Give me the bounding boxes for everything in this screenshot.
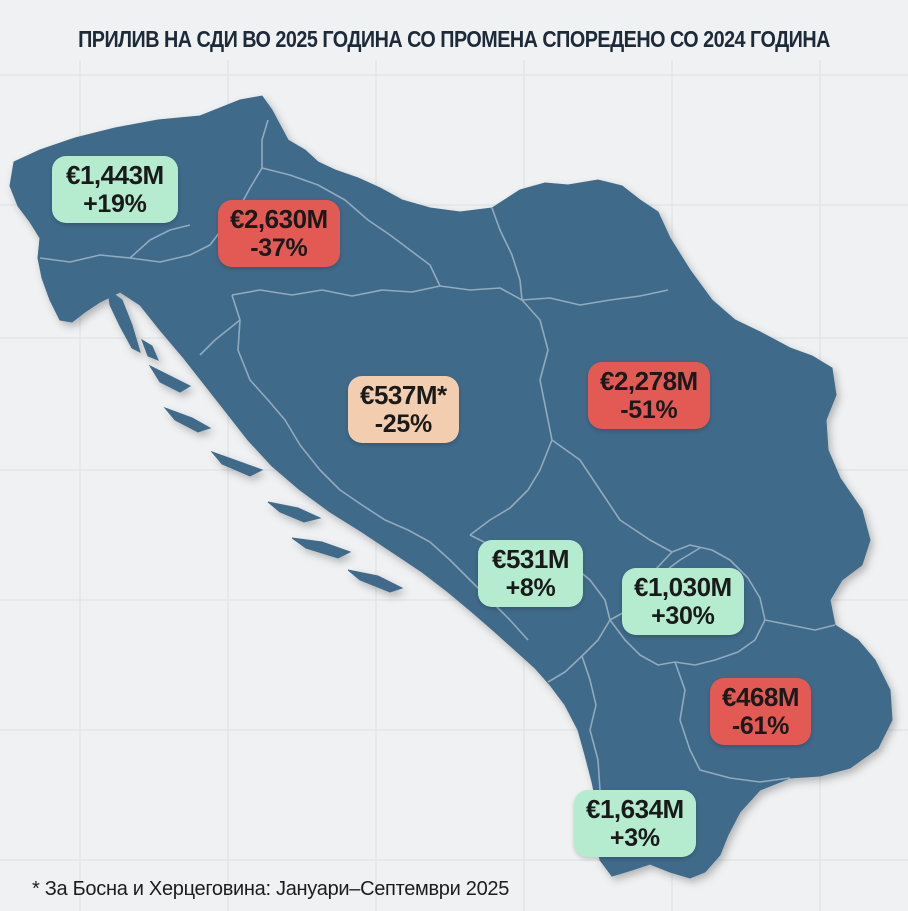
fdi-amount: €2,630M (230, 204, 328, 234)
region-badge-albania: €1,634M +3% (574, 790, 696, 858)
fdi-amount: €537M* (360, 380, 447, 410)
footnote: * За Босна и Херцеговина: Јануари–Септем… (32, 878, 510, 900)
fdi-change: -37% (250, 234, 308, 263)
fdi-change: +19% (83, 190, 147, 219)
region-badge-croatia: €2,630M -37% (218, 200, 340, 268)
fdi-amount: €1,634M (586, 794, 684, 824)
fdi-change: -25% (374, 410, 432, 439)
island-6 (291, 537, 352, 559)
region-badge-bosnia: €537M* -25% (348, 376, 459, 444)
fdi-change: +30% (651, 602, 715, 631)
fdi-amount: €2,278M (600, 366, 698, 396)
fdi-change: +8% (505, 574, 556, 603)
island-4 (210, 450, 264, 477)
island-8 (141, 338, 159, 361)
region-badge-kosovo: €1,030M +30% (622, 568, 744, 636)
region-west-balkans (9, 95, 893, 879)
fdi-amount: €531M (492, 544, 570, 574)
map-title: ПРИЛИВ НА СДИ ВО 2025 ГОДИНА СО ПРОМЕНА … (78, 26, 830, 52)
fdi-amount: €468M (722, 682, 800, 712)
island-5 (267, 501, 322, 523)
island-7 (347, 569, 404, 593)
region-badge-slovenia: €1,443M +19% (52, 156, 178, 224)
region-badge-north-macedonia: €468M -61% (710, 678, 811, 746)
island-1 (107, 288, 141, 353)
region-badge-serbia: €2,278M -51% (588, 362, 710, 430)
region-badge-montenegro: €531M +8% (478, 540, 583, 608)
island-3 (163, 406, 212, 433)
fdi-change: +3% (609, 824, 660, 853)
fdi-amount: €1,030M (634, 572, 732, 602)
fdi-change: -61% (731, 712, 790, 741)
land-mass (9, 95, 893, 879)
island-2 (148, 364, 192, 393)
fdi-change: -51% (620, 396, 678, 425)
fdi-amount: €1,443M (66, 160, 164, 190)
